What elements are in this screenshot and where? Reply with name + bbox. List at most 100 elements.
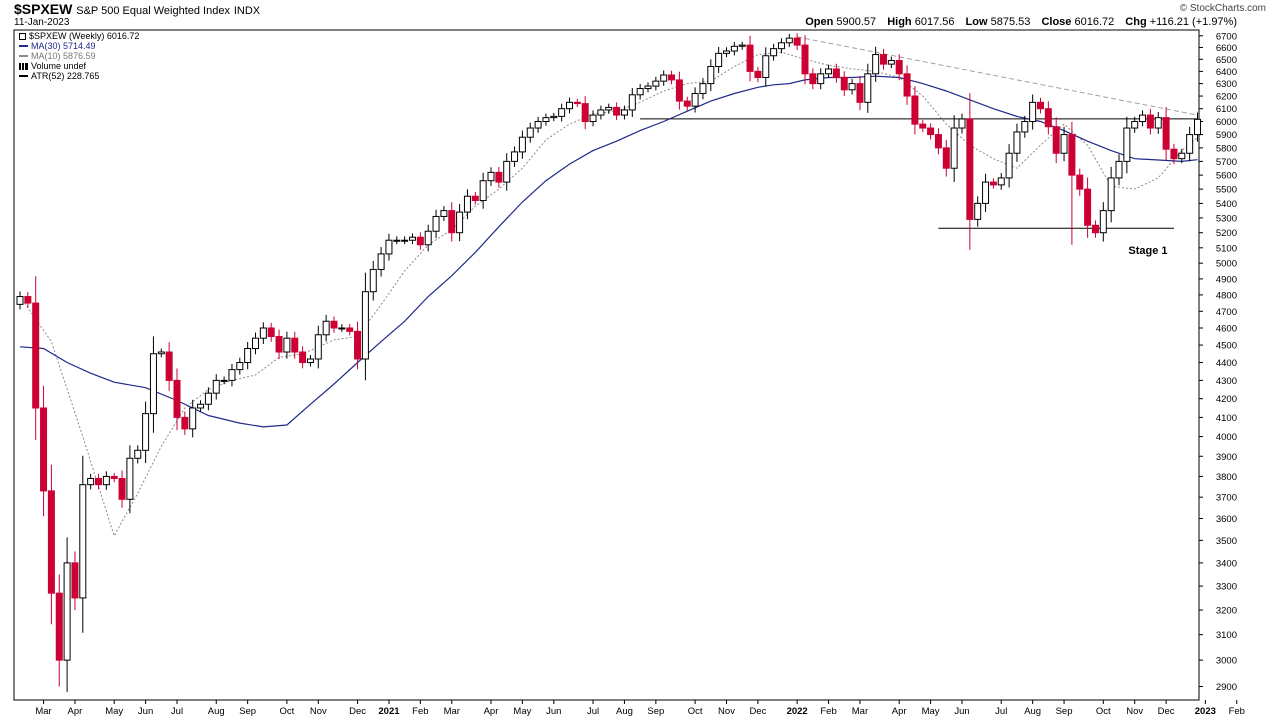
x-tick-label: Sep [647, 706, 664, 717]
candle [636, 83, 644, 100]
y-tick-label: 5200 [1216, 228, 1237, 239]
candle [416, 232, 424, 250]
candle [314, 325, 322, 369]
candle [346, 324, 354, 336]
y-tick-label: 3200 [1216, 605, 1237, 616]
candle-body [393, 239, 401, 242]
candle-body [668, 74, 676, 81]
candle [369, 260, 377, 301]
candle [110, 472, 118, 483]
candle [197, 400, 205, 413]
candle [738, 41, 746, 50]
candle-body [746, 44, 754, 72]
close-value: 6016.72 [1074, 16, 1115, 28]
candle [699, 78, 707, 100]
candle [244, 341, 252, 370]
candle [1084, 177, 1092, 238]
candle-body [511, 151, 519, 162]
candle [1052, 117, 1060, 164]
candle-body [149, 353, 157, 415]
candle-body [777, 42, 785, 50]
candle-body [330, 320, 338, 329]
candle [934, 128, 942, 155]
candle-body [550, 115, 558, 119]
candle-body [989, 181, 997, 186]
x-tick-label: Nov [310, 706, 327, 717]
candle-body [463, 195, 471, 213]
candle [848, 78, 856, 95]
candle [895, 54, 903, 81]
candle-body [730, 45, 738, 52]
candle [958, 113, 966, 134]
candle-body [605, 106, 613, 111]
candle-body [1068, 134, 1076, 176]
x-tick-label: Oct [1096, 706, 1111, 717]
x-tick-label: Feb [1229, 706, 1245, 717]
candle [785, 33, 793, 48]
candle-body [801, 44, 809, 75]
candle-body [1123, 127, 1131, 162]
candle [142, 401, 150, 464]
candle [252, 332, 259, 355]
candle-body [503, 160, 511, 183]
candle-body [346, 327, 354, 332]
candle [55, 574, 63, 687]
candle-body [95, 478, 102, 486]
resistance-trendline [797, 36, 1198, 116]
candle [165, 342, 173, 391]
candle-body [416, 236, 424, 246]
x-tick-label: Feb [820, 706, 836, 717]
candle [1186, 126, 1194, 162]
brand-label[interactable]: © StockCharts.com [1179, 3, 1266, 14]
candle [723, 47, 730, 58]
candle [605, 103, 613, 114]
candle-body [864, 73, 872, 103]
candle [872, 46, 880, 82]
candle-body [644, 85, 652, 90]
candle-body [1029, 101, 1037, 123]
candle-body [354, 330, 362, 360]
candle [16, 291, 24, 310]
candle [817, 68, 825, 90]
candle-body [306, 358, 314, 364]
ma30-line [19, 75, 1198, 428]
y-tick-label: 5900 [1216, 130, 1237, 141]
volume-swatch-icon [19, 62, 28, 70]
x-tick-label: Aug [208, 706, 225, 717]
candle [322, 314, 330, 342]
candle [550, 112, 558, 122]
candle [267, 322, 275, 342]
candle-body [275, 335, 283, 353]
x-tick-label: Mar [35, 706, 51, 717]
y-tick-label: 4700 [1216, 307, 1237, 318]
candle [149, 336, 157, 433]
candle-body [1154, 117, 1162, 129]
candle [691, 87, 699, 113]
candle-body [487, 171, 495, 182]
x-tick-label: Jul [171, 706, 183, 717]
candle-body [903, 73, 911, 97]
candle [511, 146, 519, 167]
candle [1170, 143, 1178, 165]
candle-body [707, 66, 715, 85]
candle-body [47, 490, 55, 594]
y-tick-label: 6300 [1216, 79, 1237, 90]
x-tick-label: Aug [1024, 706, 1041, 717]
y-tick-label: 6700 [1216, 31, 1237, 42]
candle-body [448, 210, 456, 234]
candle-body [848, 83, 856, 91]
candle [518, 130, 526, 159]
candle-body [385, 239, 393, 255]
legend-volume: Volume undef [19, 61, 139, 71]
candle-body [456, 211, 464, 234]
candle-body [189, 407, 197, 430]
candle-body [518, 136, 526, 153]
candle-body [1170, 148, 1178, 160]
candle-body [228, 369, 236, 381]
candle-body [409, 236, 416, 241]
candle-body [1139, 114, 1147, 123]
candle-body [283, 337, 291, 353]
exchange: INDX [233, 5, 261, 17]
candle [809, 68, 817, 90]
